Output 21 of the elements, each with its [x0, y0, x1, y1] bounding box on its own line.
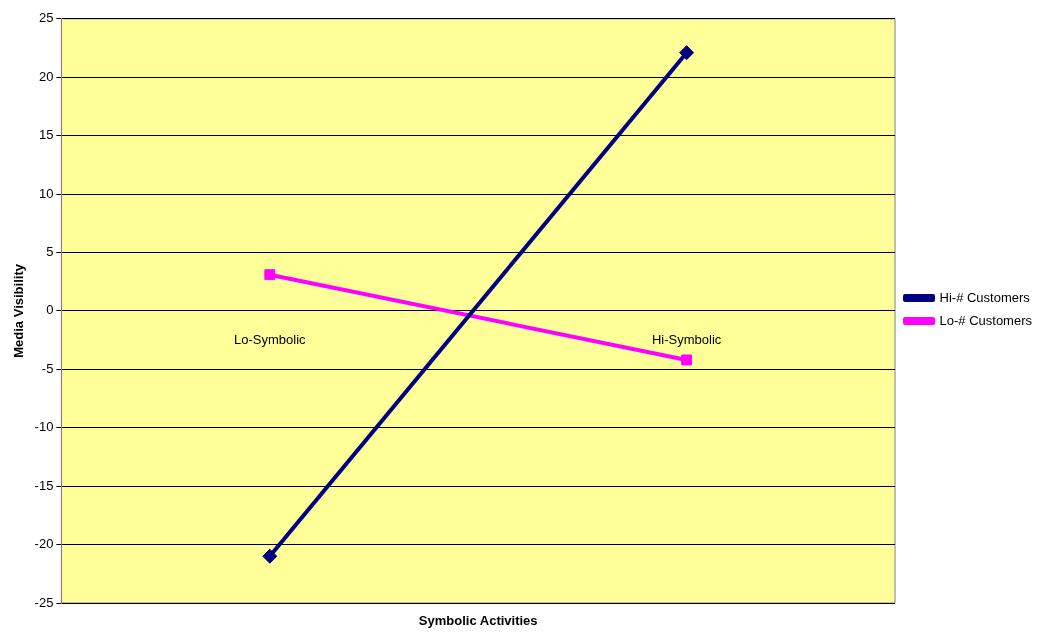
legend-label: Hi-# Customers: [939, 289, 1031, 305]
y-tick-label: 15: [38, 127, 54, 143]
y-tick-label: -15: [34, 477, 54, 493]
x-axis-title: Symbolic Activities: [418, 613, 538, 628]
point: [679, 45, 695, 61]
point: [264, 269, 276, 281]
y-tick-label: 20: [38, 68, 54, 84]
y-tick-label: -20: [34, 536, 54, 552]
y-tick-label: 5: [46, 244, 54, 260]
point: [681, 354, 693, 366]
legend-label: Lo-# Customers: [939, 312, 1033, 328]
point: [262, 548, 278, 564]
x-tick-label: Lo-Symbolic: [234, 332, 307, 348]
y-tick-label: -5: [41, 360, 54, 376]
x-tick-label: Hi-Symbolic: [651, 332, 722, 348]
y-tick-label: 0: [46, 302, 54, 318]
y-tick-label: 25: [38, 10, 54, 26]
y-axis-title: Media Visibility: [11, 263, 27, 358]
y-tick-label: 10: [38, 185, 54, 201]
y-tick-label: -25: [34, 594, 54, 610]
y-tick-label: -10: [34, 419, 54, 435]
